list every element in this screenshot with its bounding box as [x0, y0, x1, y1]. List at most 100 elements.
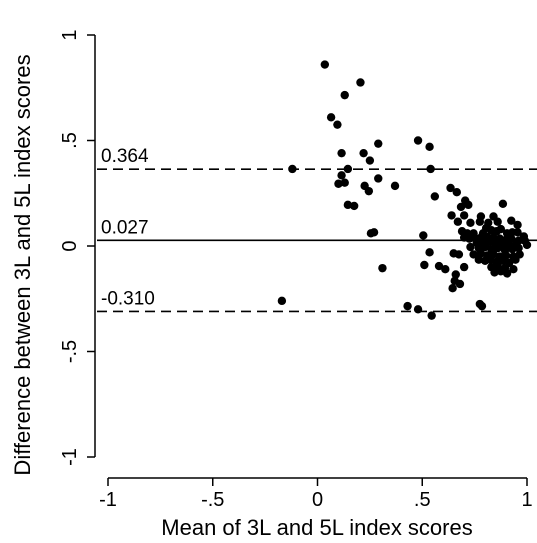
- data-point: [326, 113, 336, 122]
- data-point: [474, 255, 484, 264]
- x-axis-title: Mean of 3L and 5L index scores: [161, 515, 472, 540]
- y-tick: .5: [59, 132, 95, 149]
- data-point: [511, 255, 520, 264]
- data-point: [509, 265, 518, 274]
- data-point: [434, 261, 444, 271]
- reference-lines: 0.364 0.027 -0.310: [97, 146, 537, 313]
- x-tick-label: 1: [521, 489, 532, 511]
- data-point: [419, 231, 428, 240]
- plot-area: -1 -.5 0 .5 1 -1 -.5 0 .5 1 0.364 0.027 -0.310: [59, 29, 537, 511]
- x-tick-label: -.5: [201, 489, 224, 511]
- x-tick-label: .5: [414, 489, 431, 511]
- data-point: [466, 218, 475, 227]
- data-point: [427, 311, 436, 320]
- data-point: [455, 279, 465, 289]
- x-axis-ticks: -1 -.5 0 .5 1: [99, 478, 533, 511]
- data-point: [456, 202, 466, 212]
- data-point: [337, 171, 346, 180]
- y-tick: -1: [59, 448, 95, 466]
- data-point: [403, 301, 412, 311]
- data-point: [451, 270, 460, 279]
- y-tick: -.5: [59, 340, 95, 363]
- data-point: [459, 211, 469, 220]
- data-point: [502, 269, 512, 278]
- data-point: [430, 192, 440, 201]
- data-point: [452, 187, 462, 197]
- data-point: [490, 268, 499, 277]
- data-point: [340, 90, 349, 100]
- data-point: [464, 200, 473, 210]
- y-tick: 1: [59, 29, 95, 41]
- y-tick-label: -1: [59, 448, 81, 466]
- data-point: [333, 120, 342, 129]
- data-point: [475, 217, 485, 226]
- y-tick-label: 1: [59, 29, 81, 40]
- data-point: [454, 250, 464, 259]
- x-tick: 0: [312, 478, 323, 511]
- data-point: [459, 262, 469, 272]
- data-point: [496, 224, 506, 234]
- data-point: [356, 78, 365, 87]
- data-point: [420, 260, 429, 270]
- x-tick: .5: [414, 478, 431, 511]
- y-axis-title: Difference between 3L and 5L index score…: [10, 54, 35, 475]
- data-point: [493, 217, 502, 226]
- data-point: [359, 148, 368, 158]
- data-point: [426, 164, 435, 174]
- data-point: [343, 164, 353, 174]
- data-point: [448, 284, 457, 293]
- data-point: [425, 248, 434, 257]
- data-point: [320, 60, 330, 69]
- x-tick-label: -1: [99, 489, 117, 511]
- data-point: [369, 228, 379, 237]
- data-point: [364, 186, 374, 196]
- data-point: [514, 243, 523, 253]
- data-point: [465, 234, 474, 243]
- data-point: [469, 250, 478, 259]
- reference-line-label: 0.027: [101, 217, 149, 238]
- reference-line-label: -0.310: [101, 288, 155, 309]
- data-point: [334, 179, 343, 188]
- data-point: [507, 216, 516, 225]
- data-point: [413, 136, 423, 145]
- data-point: [498, 199, 508, 208]
- data-point: [466, 242, 475, 252]
- data-point: [277, 296, 287, 306]
- data-point: [343, 200, 353, 210]
- y-tick-label: -.5: [59, 340, 81, 363]
- x-tick-label: 0: [312, 489, 323, 511]
- data-point: [288, 164, 297, 174]
- data-point: [365, 156, 375, 165]
- reference-line-label: 0.364: [101, 146, 149, 167]
- data-point: [513, 228, 522, 237]
- y-tick-label: .5: [59, 132, 81, 149]
- data-point: [425, 142, 434, 152]
- y-axis-ticks: -1 -.5 0 .5 1: [59, 29, 95, 466]
- data-point: [513, 220, 522, 230]
- y-tick-label: 0: [59, 240, 81, 251]
- data-point: [508, 244, 517, 254]
- data-point: [477, 301, 487, 311]
- data-point: [453, 217, 463, 226]
- x-tick: 1: [521, 478, 533, 511]
- data-point: [441, 265, 450, 274]
- data-point: [522, 240, 532, 250]
- x-tick: -1: [99, 478, 117, 511]
- data-point: [446, 183, 455, 193]
- data-point: [447, 211, 456, 220]
- data-points: [277, 60, 532, 320]
- data-point: [349, 201, 359, 211]
- data-point: [340, 178, 349, 187]
- data-point: [337, 148, 346, 158]
- y-tick: 0: [59, 240, 95, 252]
- data-point: [390, 181, 400, 191]
- reference-line-upper-limit: 0.364: [97, 146, 537, 170]
- reference-line-lower-limit: -0.310: [97, 288, 537, 313]
- data-point: [374, 174, 383, 183]
- data-point: [374, 139, 383, 148]
- x-tick: -.5: [201, 478, 224, 511]
- data-point: [378, 263, 387, 273]
- data-point: [493, 243, 502, 253]
- data-point: [413, 305, 423, 314]
